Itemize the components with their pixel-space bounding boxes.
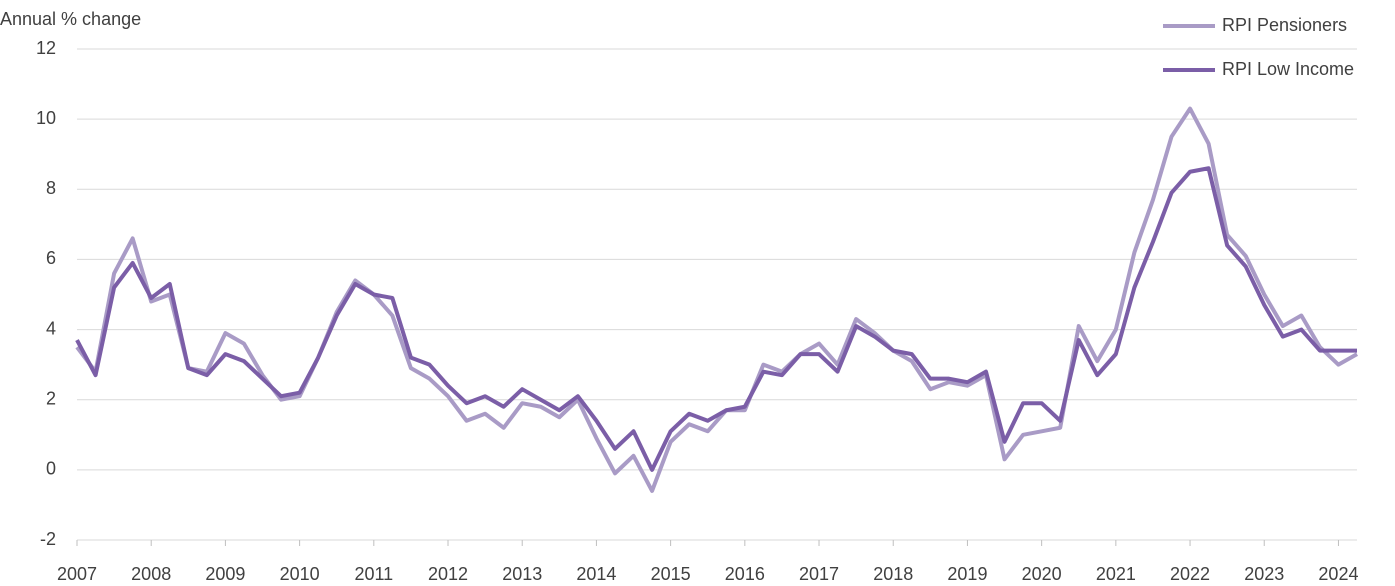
x-tick-label: 2007 bbox=[57, 564, 97, 584]
x-tick-label: 2010 bbox=[280, 564, 320, 584]
y-axis-label: Annual % change bbox=[0, 9, 141, 29]
data-line bbox=[75, 166, 1357, 472]
x-tick-label: 2018 bbox=[873, 564, 913, 584]
x-tick-label: 2015 bbox=[651, 564, 691, 584]
x-tick-label: 2017 bbox=[799, 564, 839, 584]
y-tick-label: -2 bbox=[40, 529, 56, 549]
y-tick-label: 2 bbox=[46, 388, 56, 408]
x-tick-label: 2012 bbox=[428, 564, 468, 584]
x-tick-label: 2022 bbox=[1170, 564, 1210, 584]
legend-label: RPI Low Income bbox=[1222, 59, 1354, 79]
y-tick-label: 10 bbox=[36, 108, 56, 128]
legend-label: RPI Pensioners bbox=[1222, 15, 1347, 35]
x-tick-label: 2023 bbox=[1244, 564, 1284, 584]
y-tick-label: 0 bbox=[46, 459, 56, 479]
x-tick-label: 2011 bbox=[354, 564, 393, 584]
y-tick-label: 8 bbox=[46, 178, 56, 198]
x-tick-label: 2016 bbox=[725, 564, 765, 584]
y-tick-label: 12 bbox=[36, 38, 56, 58]
x-tick-label: 2020 bbox=[1022, 564, 1062, 584]
x-tick-label: 2014 bbox=[576, 564, 616, 584]
x-tick-label: 2024 bbox=[1318, 564, 1358, 584]
x-tick-label: 2021 bbox=[1096, 564, 1136, 584]
x-tick-label: 2008 bbox=[131, 564, 171, 584]
y-tick-label: 6 bbox=[46, 248, 56, 268]
data-line bbox=[75, 106, 1358, 493]
y-tick-label: 4 bbox=[46, 318, 56, 338]
x-tick-label: 2019 bbox=[947, 564, 987, 584]
x-tick-label: 2013 bbox=[502, 564, 542, 584]
x-tick-label: 2009 bbox=[205, 564, 245, 584]
